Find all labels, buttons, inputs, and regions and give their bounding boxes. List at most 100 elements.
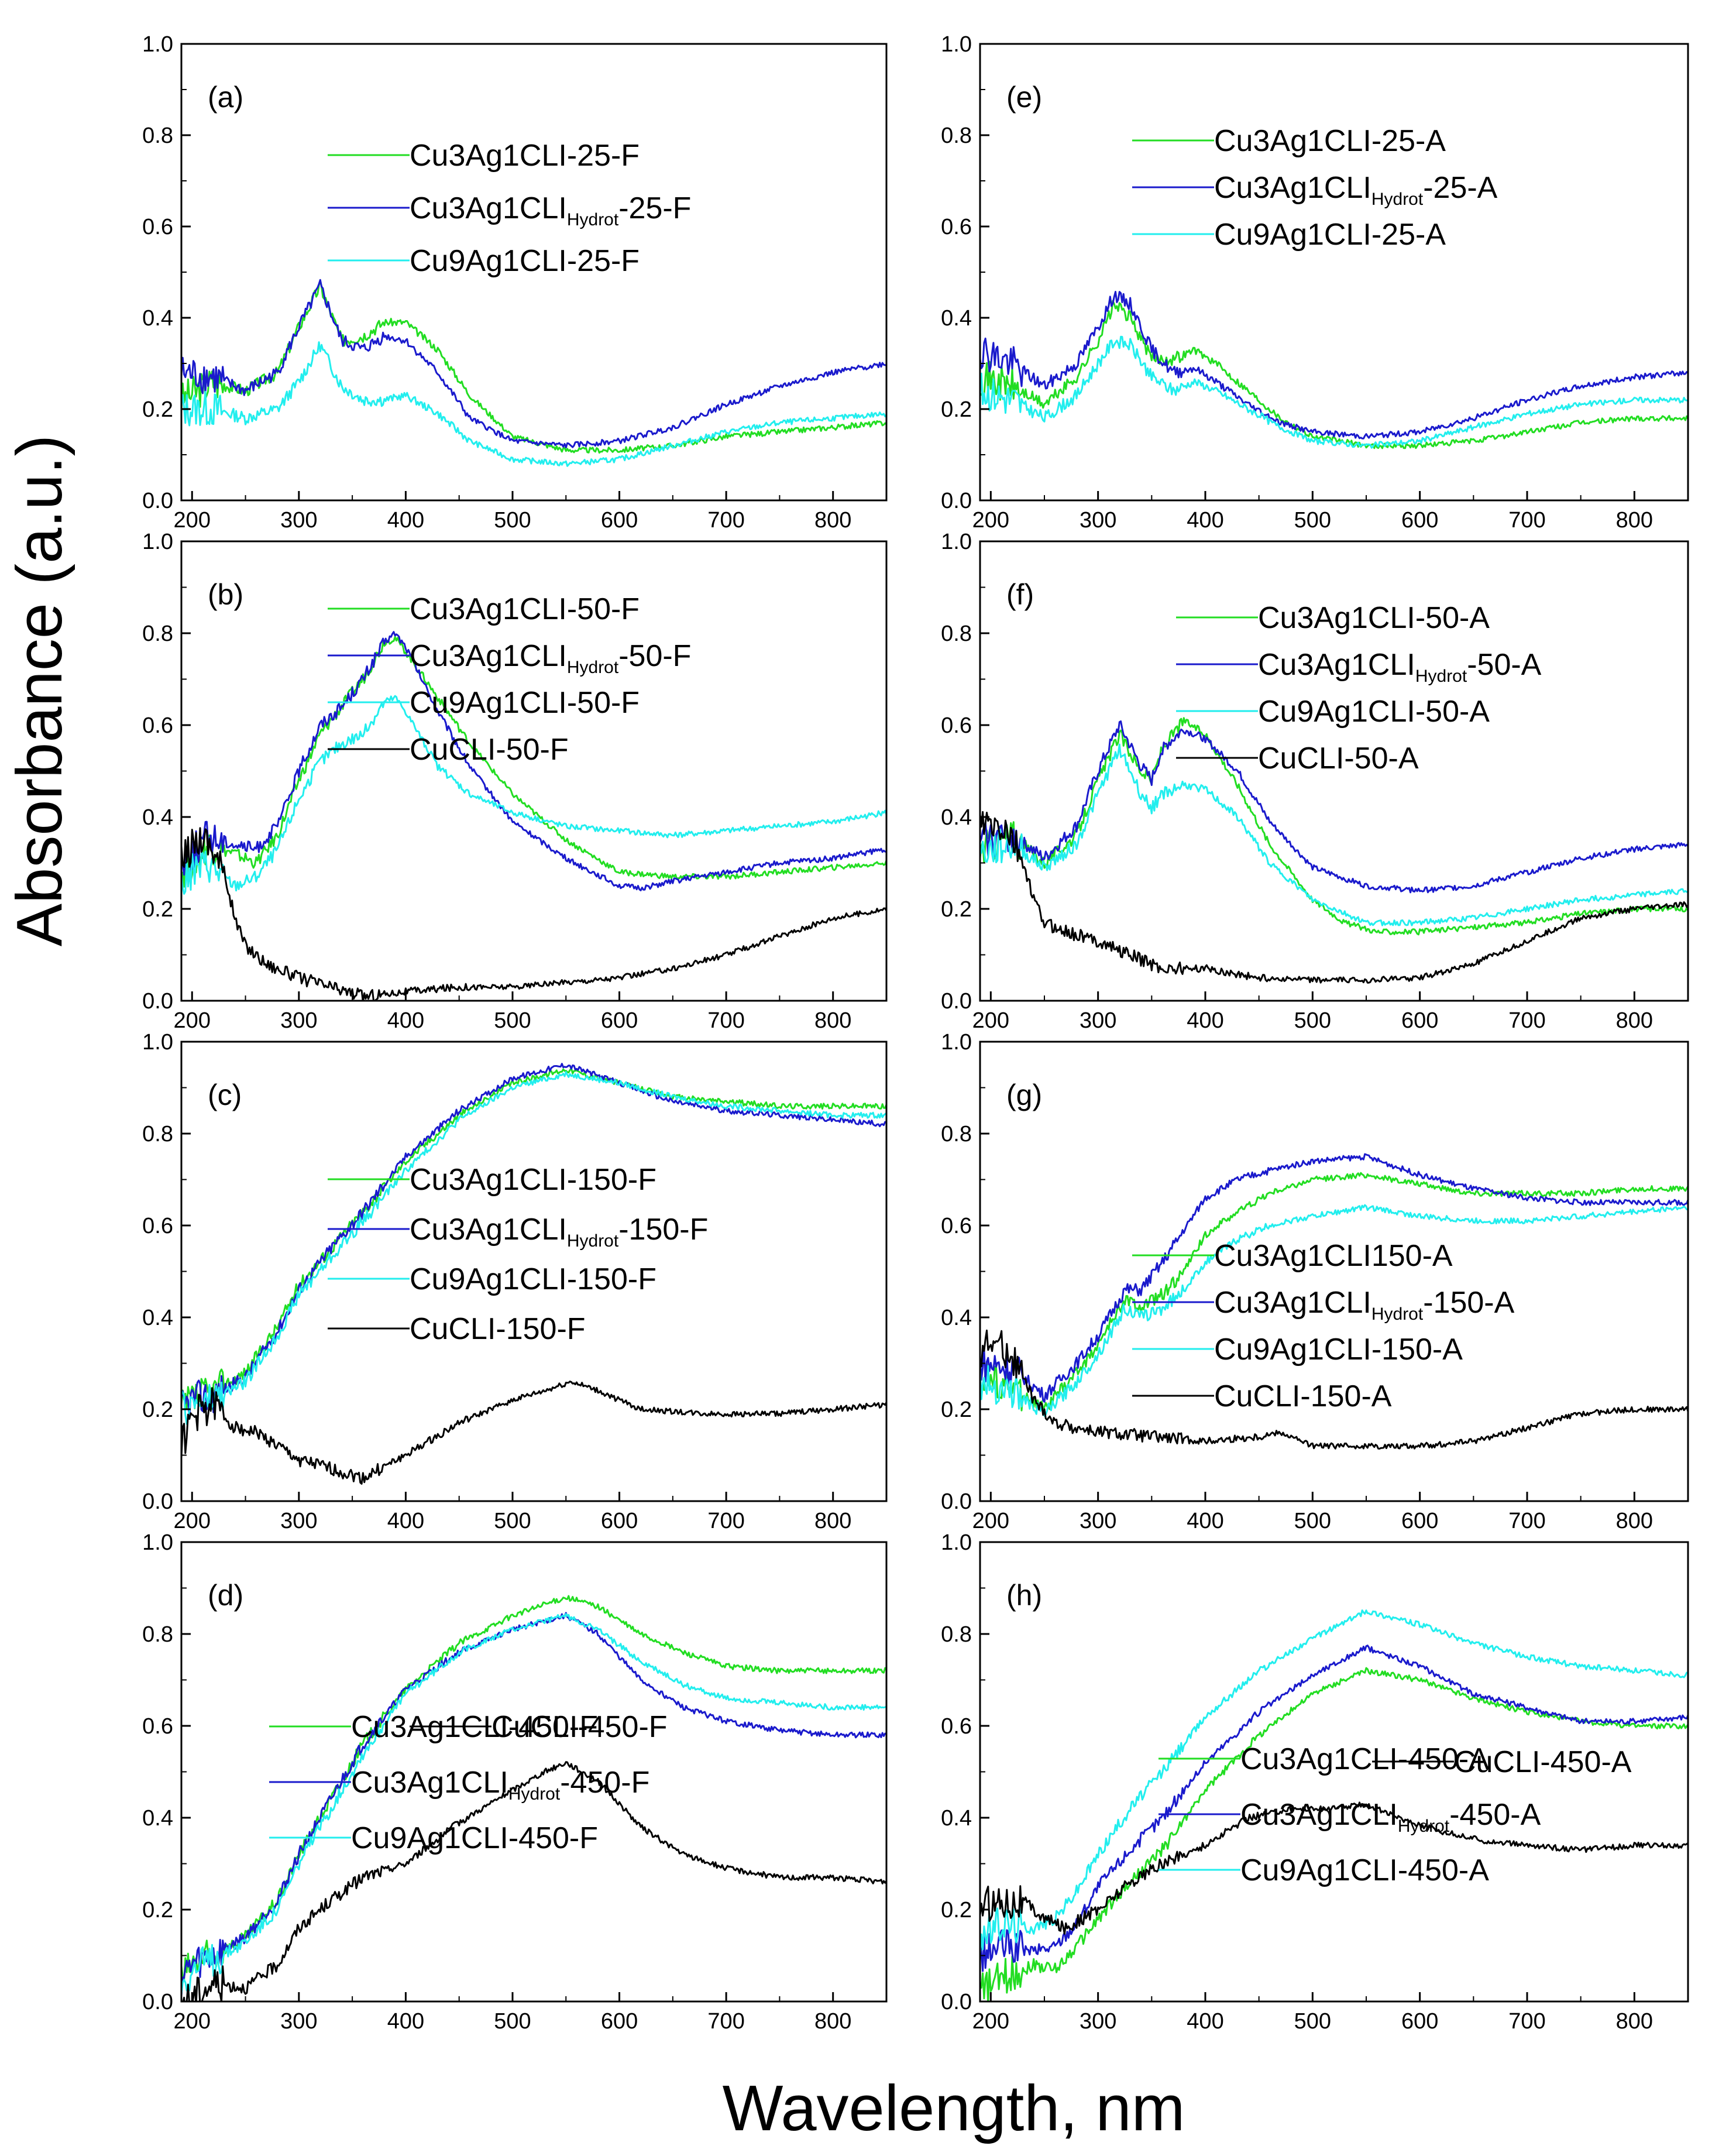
y-tick-label: 0.6 xyxy=(941,1214,972,1238)
legend-label: Cu3Ag1CLIHydrot-50-F xyxy=(410,639,691,677)
x-tick-label: 800 xyxy=(1616,508,1653,533)
y-tick-label: 0.6 xyxy=(941,1714,972,1739)
x-tick-label: 700 xyxy=(707,2009,744,2034)
legend-item: Cu9Ag1CLI-25-A xyxy=(1132,218,1446,252)
legend-item: Cu3Ag1CLI-50-A xyxy=(1176,601,1490,635)
legend-label: CuCLI-50-A xyxy=(1258,741,1419,775)
x-tick-label: 700 xyxy=(707,1509,744,1533)
series-line-cu9ag1cli xyxy=(181,695,886,895)
legend-item: Cu9Ag1CLI-25-F xyxy=(328,244,640,278)
legend-item: Cu9Ag1CLI-150-F xyxy=(328,1262,656,1296)
legend-item: Cu9Ag1CLI-450-F xyxy=(269,1821,598,1855)
legend-label: Cu3Ag1CLIHydrot-450-F xyxy=(351,1766,649,1804)
series-line-cucli xyxy=(980,1801,1688,1935)
x-tick-label: 200 xyxy=(972,508,1009,533)
x-tick-label: 500 xyxy=(1294,1509,1331,1533)
series-line-cu3ag1cli-hydrot xyxy=(980,1153,1688,1403)
series-line-cu3ag1cli-hydrot xyxy=(980,1645,1688,1972)
x-tick-label: 300 xyxy=(280,508,317,533)
legend-label: Cu3Ag1CLI150-A xyxy=(1214,1239,1453,1273)
y-tick-label: 0.2 xyxy=(941,397,972,422)
legend-label: Cu9Ag1CLI-150-A xyxy=(1214,1333,1463,1367)
panel-label: (e) xyxy=(1006,81,1042,114)
y-tick-label: 0.0 xyxy=(941,489,972,513)
x-tick-label: 200 xyxy=(972,2009,1009,2034)
y-tick-label: 0.2 xyxy=(142,397,173,422)
x-tick-label: 400 xyxy=(387,1509,424,1533)
series-line-cu3ag1cli-hydrot xyxy=(181,631,886,891)
series-line-cucli xyxy=(182,1761,886,2001)
series-line-cu9ag1cli xyxy=(980,1204,1688,1417)
legend-item: Cu3Ag1CLI-25-F xyxy=(328,139,640,173)
x-tick-label: 300 xyxy=(280,1509,317,1533)
y-tick-label: 0.4 xyxy=(941,1306,972,1330)
y-tick-label: 0.4 xyxy=(142,1806,173,1831)
x-tick-label: 400 xyxy=(387,508,424,533)
legend-item: Cu3Ag1CLIHydrot-25-F xyxy=(328,191,691,229)
plot-frame xyxy=(979,43,1689,502)
y-tick-label: 1.0 xyxy=(941,32,972,57)
x-tick-label: 800 xyxy=(814,508,851,533)
legend-label: Cu9Ag1CLI-450-F xyxy=(351,1821,598,1855)
y-tick-label: 0.0 xyxy=(142,1990,173,2014)
y-tick-label: 1.0 xyxy=(941,530,972,554)
x-tick-label: 700 xyxy=(1508,2009,1545,2034)
y-tick-label: 0.4 xyxy=(941,805,972,830)
series-group xyxy=(181,1063,886,1485)
series-line-cu9ag1cli xyxy=(980,1609,1688,1954)
series-group xyxy=(980,1609,1688,2001)
y-tick-label: 0.2 xyxy=(142,1898,173,1922)
x-tick-label: 200 xyxy=(972,1509,1009,1533)
y-tick-label: 0.8 xyxy=(941,1122,972,1146)
x-tick-label: 500 xyxy=(494,1008,531,1033)
legend-item: CuCLI-150-F xyxy=(328,1312,586,1346)
legend-label: Cu3Ag1CLI-450-F xyxy=(351,1710,598,1744)
series-line-cu9ag1cli xyxy=(181,341,886,467)
series-group xyxy=(980,717,1688,984)
x-tick-label: 400 xyxy=(387,1008,424,1033)
x-tick-label: 200 xyxy=(174,1008,211,1033)
panel-label: (f) xyxy=(1006,578,1034,611)
x-tick-label: 300 xyxy=(280,1008,317,1033)
legend-item: CuCLI-50-F xyxy=(328,733,569,767)
legend-item: Cu3Ag1CLI-450-F xyxy=(269,1710,598,1744)
x-tick-label: 200 xyxy=(174,508,211,533)
legend-label: Cu3Ag1CLIHydrot-25-F xyxy=(410,191,691,229)
legend-item: Cu9Ag1CLI-50-F xyxy=(328,686,640,720)
series-line-cu3ag1cli xyxy=(181,636,886,888)
x-tick-label: 300 xyxy=(1080,508,1116,533)
legend-item: Cu9Ag1CLI-450-A xyxy=(1159,1853,1489,1887)
series-line-cu3ag1cli-hydrot xyxy=(980,720,1688,894)
legend-label: Cu3Ag1CLIHydrot-450-A xyxy=(1240,1798,1541,1836)
panel-c: 200 300 400 500 600 700 800 0.0 0.2 0.4 0.6 0.8 1.0 (… xyxy=(142,1030,888,1533)
y-tick-label: 0.8 xyxy=(941,1622,972,1647)
x-tick-label: 600 xyxy=(1401,1008,1438,1033)
y-tick-label: 1.0 xyxy=(941,1030,972,1055)
x-tick-label: 400 xyxy=(1187,508,1223,533)
x-tick-label: 300 xyxy=(280,2009,317,2034)
legend-label: Cu9Ag1CLI-50-A xyxy=(1258,695,1490,729)
series-group xyxy=(181,279,886,467)
legend-item: Cu9Ag1CLI-50-A xyxy=(1176,695,1490,729)
x-tick-label: 400 xyxy=(1187,2009,1223,2034)
y-tick-label: 0.6 xyxy=(142,215,173,239)
y-tick-label: 0.0 xyxy=(142,1489,173,1514)
y-axis-title: Absorbance (a.u.) xyxy=(4,435,75,946)
legend-label: Cu3Ag1CLI-25-F xyxy=(410,139,640,173)
series-line-cucli xyxy=(980,811,1688,984)
x-axis-title: Wavelength, nm xyxy=(723,2072,1185,2144)
x-tick-label: 500 xyxy=(494,2009,531,2034)
legend-item: Cu3Ag1CLIHydrot-50-A xyxy=(1176,648,1542,686)
legend-label: Cu3Ag1CLIHydrot-150-F xyxy=(410,1213,708,1251)
legend-label: Cu3Ag1CLI-25-A xyxy=(1214,124,1446,158)
x-tick-label: 700 xyxy=(1508,1008,1545,1033)
y-tick-label: 0.6 xyxy=(142,1714,173,1739)
x-tick-label: 800 xyxy=(1616,2009,1653,2034)
x-tick-label: 300 xyxy=(1080,1509,1116,1533)
legend-item: Cu9Ag1CLI-150-A xyxy=(1132,1333,1463,1367)
legend-label: CuCLI-450-A xyxy=(1454,1745,1632,1779)
series-line-cucli xyxy=(181,1381,886,1485)
legend-label: Cu3Ag1CLI-50-F xyxy=(410,592,640,626)
